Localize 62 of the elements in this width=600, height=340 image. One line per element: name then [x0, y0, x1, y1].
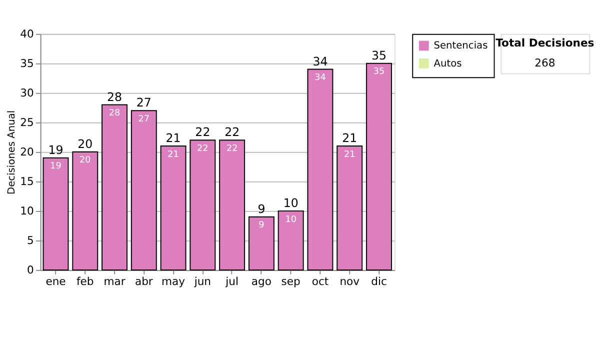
total-label: 20 [78, 136, 93, 151]
y-axis-title: Decisiones Anual [6, 110, 18, 194]
bar [160, 146, 186, 270]
x-tick-label: may [162, 275, 186, 288]
data-label: 10 [285, 214, 297, 225]
total-label: 35 [371, 48, 387, 62]
data-label: 9 [258, 220, 264, 231]
bar [102, 104, 128, 270]
data-label: 35 [373, 67, 385, 78]
total-label: 22 [224, 125, 240, 140]
bar [248, 216, 274, 270]
data-label: 20 [80, 156, 92, 166]
x-tick-label: ago [251, 275, 272, 288]
x-tick-label: feb [76, 275, 94, 288]
y-tick-label: 0 [27, 263, 34, 276]
text: Total Decisiones [496, 36, 594, 50]
y-tick-label: 15 [20, 174, 34, 188]
x-tick-label: abr [134, 275, 154, 288]
y-tick-label: 20 [20, 145, 34, 158]
x-tick-label: ene [46, 275, 66, 288]
x-tick-label: jun [193, 275, 212, 288]
legend-label: Autos [434, 58, 462, 70]
total-label: 28 [107, 90, 122, 104]
data-label: 21 [344, 150, 356, 160]
data-label: 22 [197, 144, 208, 154]
data-label: 28 [108, 108, 121, 119]
legend-label: Sentencias [434, 40, 488, 52]
text: 268 [534, 56, 556, 70]
y-tick-label: 10 [20, 204, 34, 218]
x-tick-label: oct [312, 275, 329, 288]
total-label: 34 [312, 54, 328, 68]
x-tick-label: dic [371, 275, 387, 288]
bar [42, 157, 69, 270]
bar [219, 140, 246, 270]
bar [336, 146, 363, 270]
total-label: 21 [166, 131, 181, 146]
bar [190, 140, 216, 270]
bar [278, 210, 304, 270]
y-tick-label: 35 [20, 56, 34, 70]
total-label: 10 [283, 196, 298, 210]
total-label: 22 [195, 125, 210, 140]
data-label: 27 [138, 114, 150, 124]
x-tick-label: jul [224, 275, 238, 288]
data-label: 22 [226, 144, 238, 154]
data-label: 19 [50, 162, 62, 172]
bar [366, 62, 392, 270]
bar [72, 151, 98, 270]
data-label: 21 [168, 150, 179, 160]
bar [307, 68, 334, 270]
bar [130, 110, 157, 270]
total-label: 19 [48, 142, 64, 157]
y-tick-label: 5 [27, 234, 34, 247]
y-tick-label: 30 [20, 86, 34, 100]
total-label: 21 [342, 131, 358, 146]
x-tick-label: sep [281, 275, 301, 288]
total-label: 9 [258, 202, 266, 216]
y-tick-label: 25 [20, 116, 34, 129]
y-tick-label: 40 [20, 27, 34, 40]
x-tick-label: mar [104, 275, 126, 288]
total-label: 27 [136, 96, 152, 110]
x-tick-label: nov [340, 275, 360, 288]
data-label: 34 [314, 73, 326, 84]
